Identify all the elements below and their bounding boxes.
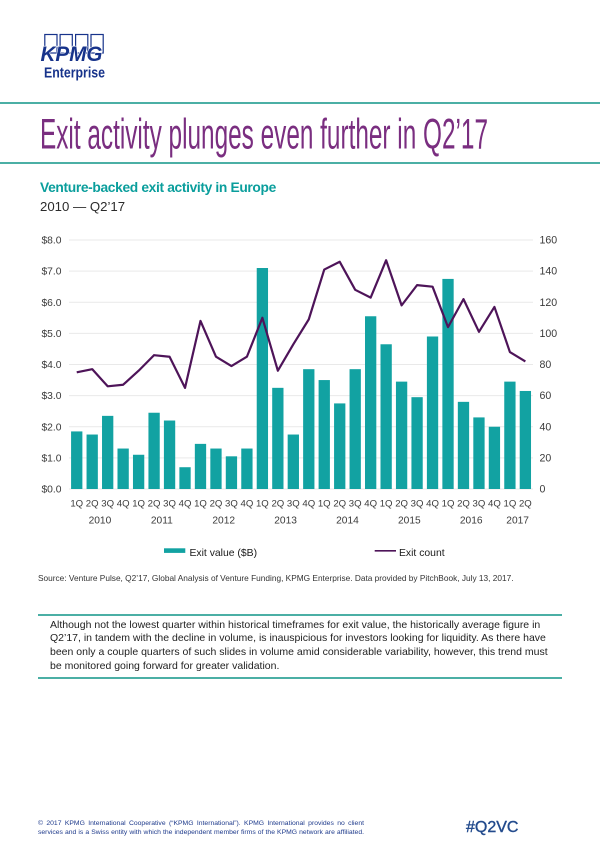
- svg-text:$2.0: $2.0: [41, 422, 61, 433]
- svg-text:1Q: 1Q: [318, 499, 331, 510]
- svg-text:4Q: 4Q: [488, 499, 501, 510]
- svg-text:$0.0: $0.0: [41, 485, 61, 496]
- svg-text:2Q: 2Q: [395, 499, 408, 510]
- svg-text:2015: 2015: [398, 516, 421, 527]
- svg-text:$8.0: $8.0: [41, 236, 61, 247]
- svg-text:1Q: 1Q: [503, 499, 516, 510]
- svg-text:$6.0: $6.0: [41, 298, 61, 309]
- svg-text:$5.0: $5.0: [41, 329, 61, 340]
- svg-text:2Q: 2Q: [210, 499, 223, 510]
- svg-text:4Q: 4Q: [179, 499, 192, 510]
- svg-text:$7.0: $7.0: [41, 267, 61, 278]
- svg-text:4Q: 4Q: [241, 499, 254, 510]
- svg-text:KPMG: KPMG: [41, 43, 103, 66]
- svg-text:$3.0: $3.0: [41, 391, 61, 402]
- svg-text:1Q: 1Q: [70, 499, 83, 510]
- svg-text:60: 60: [540, 390, 552, 402]
- svg-text:2014: 2014: [336, 516, 359, 527]
- svg-text:4Q: 4Q: [364, 499, 377, 510]
- svg-text:2Q: 2Q: [519, 499, 532, 510]
- svg-text:2Q: 2Q: [271, 499, 284, 510]
- svg-text:3Q: 3Q: [163, 499, 176, 510]
- svg-text:2Q: 2Q: [457, 499, 470, 510]
- svg-text:$4.0: $4.0: [41, 360, 61, 371]
- svg-text:2011: 2011: [151, 516, 173, 527]
- svg-text:140: 140: [540, 266, 558, 278]
- svg-text:2012: 2012: [212, 516, 235, 527]
- svg-text:3Q: 3Q: [349, 499, 362, 510]
- svg-text:100: 100: [540, 328, 558, 340]
- svg-text:3Q: 3Q: [225, 499, 238, 510]
- svg-text:3Q: 3Q: [473, 499, 486, 510]
- svg-text:1Q: 1Q: [442, 499, 455, 510]
- svg-text:Exit count: Exit count: [399, 548, 445, 559]
- svg-text:2Q: 2Q: [86, 499, 99, 510]
- svg-text:1Q: 1Q: [132, 499, 145, 510]
- svg-text:1Q: 1Q: [380, 499, 393, 510]
- svg-text:3Q: 3Q: [411, 499, 424, 510]
- svg-text:Exit activity plunges even fur: Exit activity plunges even further in Q2…: [40, 111, 488, 158]
- svg-text:3Q: 3Q: [287, 499, 300, 510]
- svg-text:1Q: 1Q: [256, 499, 269, 510]
- svg-text:Exit value ($B): Exit value ($B): [190, 548, 258, 559]
- svg-text:120: 120: [540, 297, 558, 309]
- svg-text:2Q: 2Q: [148, 499, 161, 510]
- svg-text:2010: 2010: [89, 516, 112, 527]
- svg-text:Enterprise: Enterprise: [44, 66, 105, 82]
- svg-text:80: 80: [540, 359, 552, 371]
- svg-text:$1.0: $1.0: [41, 453, 61, 464]
- svg-text:4Q: 4Q: [426, 499, 439, 510]
- svg-text:20: 20: [540, 452, 552, 464]
- svg-text:2016: 2016: [460, 516, 483, 527]
- svg-text:0: 0: [540, 484, 546, 496]
- svg-text:1Q: 1Q: [194, 499, 207, 510]
- svg-text:2013: 2013: [274, 516, 297, 527]
- svg-text:4Q: 4Q: [302, 499, 315, 510]
- svg-text:3Q: 3Q: [101, 499, 114, 510]
- svg-text:160: 160: [540, 235, 558, 247]
- svg-text:2017: 2017: [506, 516, 529, 527]
- svg-text:4Q: 4Q: [117, 499, 130, 510]
- svg-text:40: 40: [540, 421, 552, 433]
- svg-text:2Q: 2Q: [333, 499, 346, 510]
